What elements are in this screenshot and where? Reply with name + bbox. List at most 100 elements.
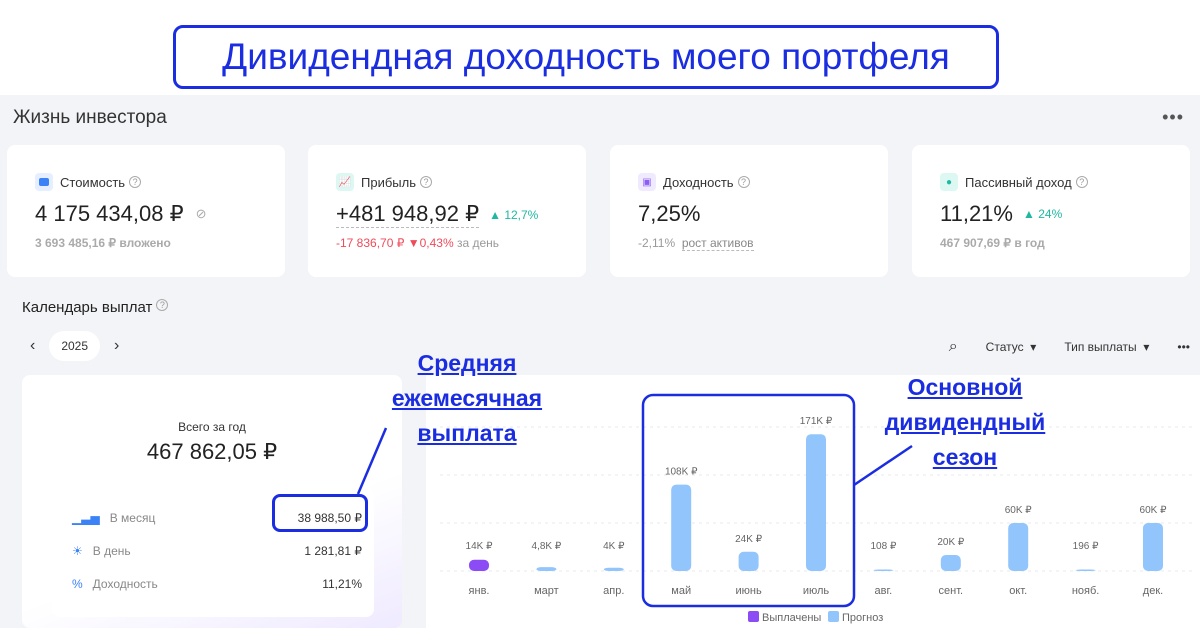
x-tick-label: май bbox=[671, 585, 691, 597]
bar bbox=[1143, 523, 1163, 571]
bar bbox=[536, 567, 557, 571]
card-label: Стоимость bbox=[60, 174, 126, 190]
x-tick-label: апр. bbox=[603, 585, 624, 597]
bar-chart-icon: ▁▃▅ bbox=[72, 511, 100, 525]
data-label: 108K ₽ bbox=[665, 467, 698, 478]
status-filter[interactable]: Статус ▾ bbox=[985, 340, 1037, 354]
data-label: 14K ₽ bbox=[466, 541, 494, 552]
day-change-pct: 0,43% bbox=[419, 236, 454, 250]
x-tick-label: янв. bbox=[469, 585, 490, 597]
sunrise-icon: ☀ bbox=[72, 544, 83, 558]
yield-value: 11,21% bbox=[322, 577, 362, 591]
piggy-bank-icon: ● bbox=[940, 173, 958, 191]
wallet-icon bbox=[35, 173, 53, 191]
data-label: 60K ₽ bbox=[1005, 505, 1033, 516]
annotation-pointer bbox=[853, 444, 913, 487]
card-value-amount: +481 948,92 ₽ bbox=[336, 201, 480, 228]
asset-growth-pct: -2,11% bbox=[638, 236, 676, 250]
triangle-up-icon: ▲ bbox=[1022, 207, 1035, 221]
more-icon[interactable]: ••• bbox=[1162, 107, 1184, 127]
bar bbox=[671, 484, 692, 571]
card-sub: 3 693 485,16 ₽ вложено bbox=[35, 236, 171, 250]
app: Жизнь инвестора ••• Стоимость? 4 175 434… bbox=[0, 95, 1200, 628]
card-value-amount: 7,25% bbox=[638, 201, 701, 226]
payment-type-filter[interactable]: Тип выплаты ▾ bbox=[1064, 340, 1150, 354]
percent-icon: % bbox=[72, 577, 83, 591]
legend-swatch bbox=[828, 611, 839, 622]
triangle-up-icon: ▲ bbox=[489, 207, 501, 222]
more-icon[interactable]: ••• bbox=[1177, 340, 1190, 354]
monthly-value: 38 988,50 ₽ bbox=[297, 511, 362, 525]
eye-off-icon[interactable]: ⊘ bbox=[195, 206, 207, 221]
data-label: 4K ₽ bbox=[603, 541, 625, 552]
banner-title: Дивидендная доходность моего портфеля bbox=[173, 25, 999, 89]
data-label: 4,8K ₽ bbox=[532, 541, 562, 552]
change-up: ▲ 12,7% bbox=[489, 207, 539, 222]
data-label: 171K ₽ bbox=[800, 416, 833, 427]
data-label: 108 ₽ bbox=[870, 541, 896, 552]
help-icon[interactable]: ? bbox=[156, 299, 169, 311]
change-up: ▲ 24% bbox=[1022, 207, 1063, 221]
data-label: 20K ₽ bbox=[937, 537, 965, 548]
bar bbox=[1008, 523, 1029, 571]
help-icon[interactable]: ? bbox=[1075, 176, 1088, 188]
daily-value: 1 281,81 ₽ bbox=[304, 544, 362, 558]
x-tick-label: нояб. bbox=[1072, 585, 1100, 597]
bar bbox=[806, 434, 826, 571]
annotation-pointer bbox=[356, 427, 388, 495]
bar bbox=[738, 551, 759, 571]
prev-year-button[interactable]: ‹ bbox=[30, 337, 36, 354]
bar bbox=[603, 567, 624, 571]
x-tick-label: март bbox=[534, 585, 559, 597]
x-tick-label: июль bbox=[803, 585, 830, 597]
chart-icon: 📈 bbox=[336, 173, 354, 191]
annotation-season: Основной дивидендный сезон bbox=[884, 374, 1046, 470]
x-tick-label: дек. bbox=[1143, 585, 1163, 597]
search-icon[interactable]: ⌕ bbox=[948, 338, 958, 355]
data-label: 196 ₽ bbox=[1073, 541, 1099, 552]
help-icon[interactable]: ? bbox=[129, 176, 142, 188]
card-passive-income: ● Пассивный доход? 11,21% ▲ 24% 467 907,69… bbox=[912, 145, 1190, 277]
legend-swatch bbox=[748, 611, 759, 622]
total-label: Всего за год bbox=[178, 420, 246, 434]
card-label: Доходность bbox=[663, 174, 734, 190]
x-tick-label: июнь bbox=[735, 585, 761, 597]
card-value-amount: 4 175 434,08 ₽ bbox=[35, 201, 184, 226]
bar bbox=[940, 555, 961, 571]
row-label: В день bbox=[92, 544, 131, 558]
x-tick-label: авг. bbox=[875, 585, 893, 597]
bar bbox=[469, 559, 489, 571]
row-label: Доходность bbox=[92, 577, 158, 591]
season-highlight-box bbox=[641, 393, 856, 608]
legend-label: Прогноз bbox=[842, 612, 883, 624]
card-profit: 📈 Прибыль? +481 948,92 ₽ ▲ 12,7% -17 836,7… bbox=[308, 145, 586, 277]
x-tick-label: окт. bbox=[1009, 585, 1027, 597]
card-yield: ▣ Доходность? 7,25% -2,11% рост активов bbox=[610, 145, 888, 277]
triangle-down-icon: ▼ bbox=[407, 236, 420, 250]
card-label: Прибыль bbox=[361, 174, 416, 190]
calendar-icon: ▣ bbox=[638, 173, 656, 191]
x-tick-label: сент. bbox=[939, 585, 964, 597]
summary-panel: Всего за год 467 862,05 ₽ ▁▃▅ В месяц 38 9… bbox=[22, 375, 402, 628]
help-icon[interactable]: ? bbox=[737, 176, 750, 188]
card-value-amount: 11,21% bbox=[940, 201, 1013, 226]
data-label: 24K ₽ bbox=[735, 534, 763, 545]
total-value: 467 862,05 ₽ bbox=[146, 439, 278, 464]
asset-growth-link[interactable]: рост активов bbox=[681, 236, 754, 251]
next-year-button[interactable]: › bbox=[114, 337, 120, 354]
day-label: за день bbox=[456, 236, 500, 250]
row-label: В месяц bbox=[109, 511, 156, 525]
legend-label: Выплачены bbox=[762, 612, 821, 624]
help-icon[interactable]: ? bbox=[419, 176, 432, 188]
calendar-title: Календарь выплат bbox=[22, 299, 153, 316]
card-value: Стоимость? 4 175 434,08 ₽ ⊘ 3 693 485,16 … bbox=[7, 145, 285, 277]
card-label: Пассивный доход bbox=[965, 174, 1072, 190]
bar bbox=[1075, 569, 1096, 571]
monthly-highlight-box bbox=[272, 494, 368, 532]
data-label: 60K ₽ bbox=[1140, 505, 1168, 516]
annotation-monthly: Средняя ежемесячная выплата bbox=[391, 350, 543, 446]
bar bbox=[873, 569, 894, 571]
year-selector[interactable]: 2025 bbox=[49, 331, 101, 361]
app-title: Жизнь инвестора bbox=[13, 107, 167, 128]
